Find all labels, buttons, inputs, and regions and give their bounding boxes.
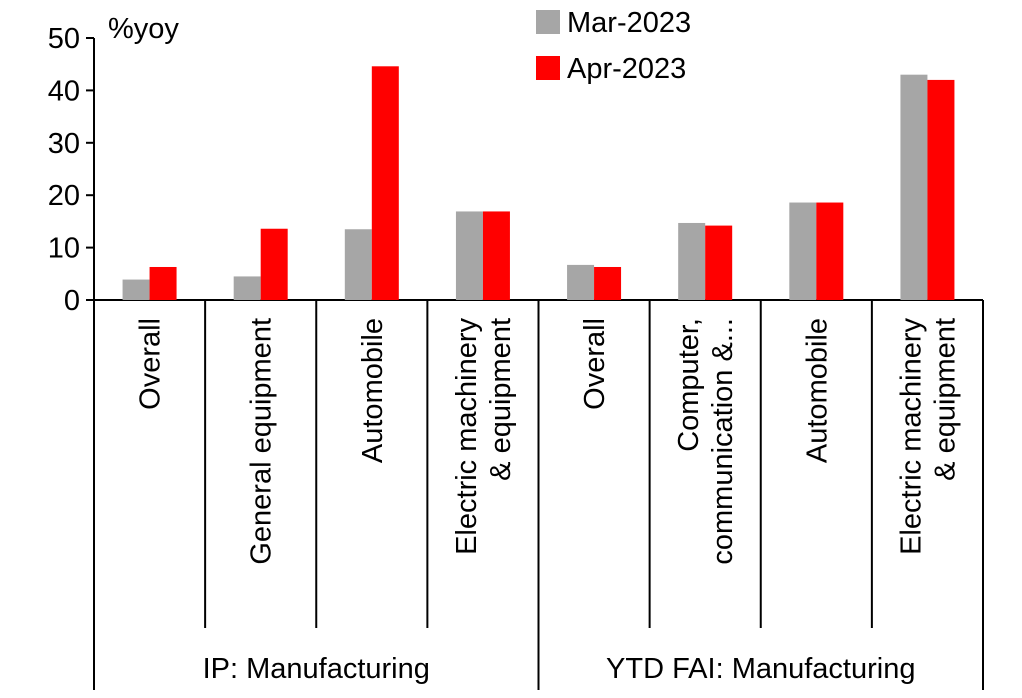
category-label: communication &... xyxy=(707,318,739,565)
y-axis-unit-label: %yoy xyxy=(108,13,179,45)
y-tick-label: 10 xyxy=(48,233,80,265)
y-tick-label: 40 xyxy=(48,75,80,107)
bar-mar-2023-4 xyxy=(567,264,595,300)
bar-apr-2023-0 xyxy=(149,266,177,300)
bar-apr-2023-4 xyxy=(594,266,622,300)
bar-apr-2023-2 xyxy=(371,66,399,301)
bar-mar-2023-0 xyxy=(122,279,150,300)
bar-apr-2023-7 xyxy=(927,79,955,300)
bar-mar-2023-5 xyxy=(678,222,706,300)
bar-mar-2023-1 xyxy=(233,276,261,300)
y-tick-label: 50 xyxy=(48,23,80,55)
bar-apr-2023-1 xyxy=(260,228,288,300)
legend-swatch xyxy=(536,10,560,34)
bar-mar-2023-7 xyxy=(900,74,928,301)
category-label: Computer, xyxy=(673,318,705,452)
bar-apr-2023-3 xyxy=(482,211,510,300)
category-label: General equipment xyxy=(246,318,278,565)
category-label: & equipment xyxy=(485,318,517,481)
category-labels: Overall General equipment Automobile Electr… xyxy=(135,318,962,565)
category-label: & equipment xyxy=(929,318,961,481)
legend: Mar-2023 Apr-2023 xyxy=(536,7,691,85)
category-label: Automobile xyxy=(801,318,833,463)
group-label: IP: Manufacturing xyxy=(203,653,430,685)
category-label: Electric machinery xyxy=(451,318,483,555)
category-label: Overall xyxy=(579,318,611,410)
y-tick-label: 0 xyxy=(64,285,80,317)
bar-mar-2023-3 xyxy=(455,211,483,300)
group-labels: IP: Manufacturing YTD FAI: Manufacturing xyxy=(203,653,916,685)
legend-label: Mar-2023 xyxy=(567,7,691,39)
bar-apr-2023-6 xyxy=(816,202,844,300)
y-tick-label: 20 xyxy=(48,180,80,212)
bars xyxy=(122,66,955,301)
category-label: Automobile xyxy=(357,318,389,463)
category-label: Electric machinery xyxy=(895,318,927,555)
legend-swatch xyxy=(536,56,560,80)
group-label: YTD FAI: Manufacturing xyxy=(606,653,915,685)
y-tick-label: 30 xyxy=(48,128,80,160)
bar-mar-2023-6 xyxy=(789,202,817,300)
legend-label: Apr-2023 xyxy=(567,53,686,85)
category-label: Overall xyxy=(135,318,167,410)
bar-apr-2023-5 xyxy=(705,225,733,300)
bar-mar-2023-2 xyxy=(344,229,372,300)
